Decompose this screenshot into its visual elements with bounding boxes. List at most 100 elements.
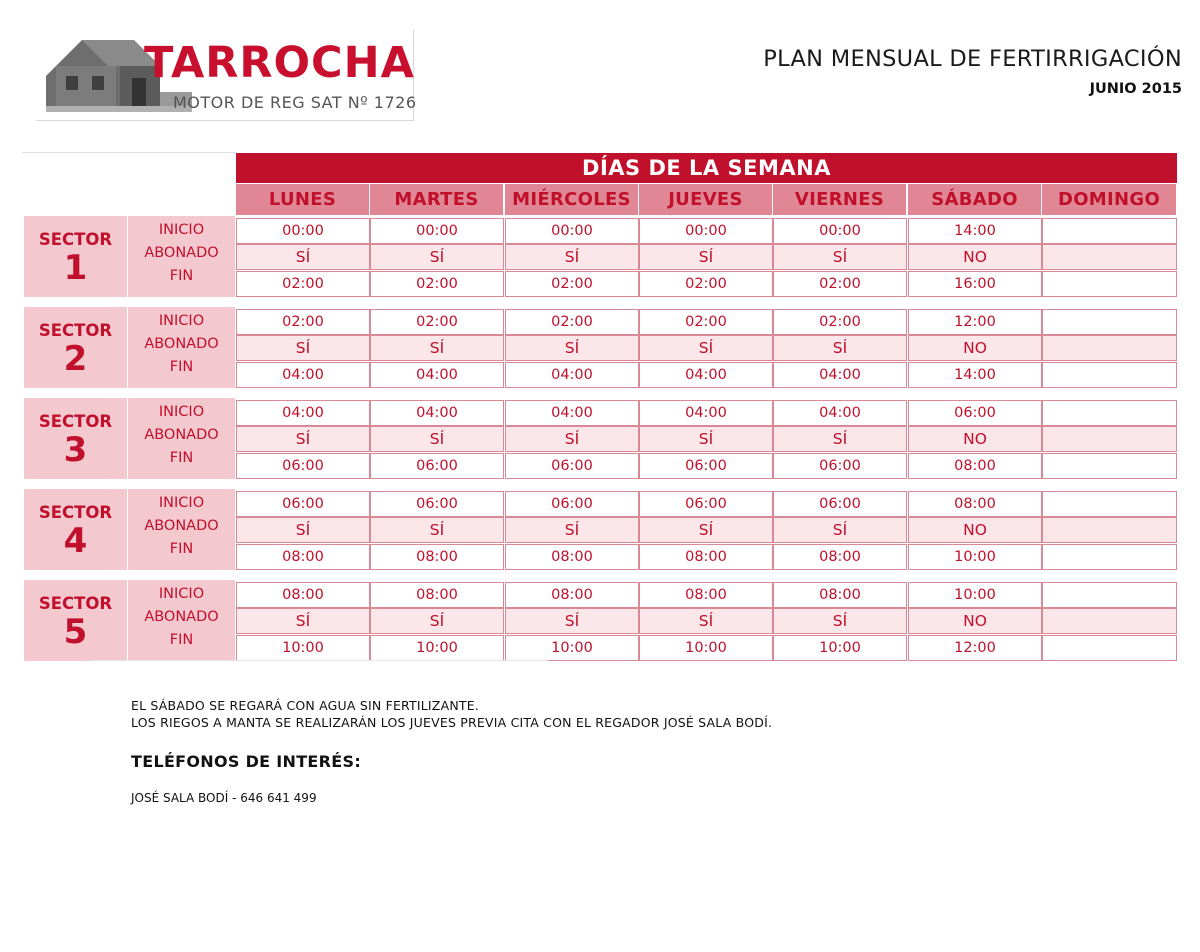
cell-abonado: SÍ <box>639 608 773 634</box>
day-header: MARTES <box>370 184 503 215</box>
row-label-inicio: INICIO <box>158 404 205 420</box>
cell-inicio: 00:00 <box>236 218 370 244</box>
sector-word: SECTOR <box>38 503 113 522</box>
cell-inicio: 08:00 <box>639 582 773 608</box>
cell-abonado: SÍ <box>773 426 907 452</box>
cell-abonado: NO <box>908 608 1042 634</box>
phones-title: TELÉFONOS DE INTERÉS: <box>131 752 362 771</box>
row-label-fin: FIN <box>169 450 194 466</box>
sector-number: 4 <box>63 521 88 561</box>
row-labels: INICIO ABONADO FIN <box>128 398 235 479</box>
cell-abonado: SÍ <box>236 608 370 634</box>
cell-fin: 02:00 <box>773 271 907 297</box>
cell-fin: 10:00 <box>370 635 504 661</box>
row-label-abonado: ABONADO <box>144 245 219 261</box>
row-label-inicio: INICIO <box>158 313 205 329</box>
row-label-inicio: INICIO <box>158 495 205 511</box>
cell-abonado: SÍ <box>370 335 504 361</box>
cell-inicio: 14:00 <box>908 218 1042 244</box>
cell-inicio: 00:00 <box>370 218 504 244</box>
day-header: VIERNES <box>773 184 906 215</box>
row-label-abonado: ABONADO <box>144 336 219 352</box>
cell-fin: 08:00 <box>639 544 773 570</box>
cell-fin: 06:00 <box>639 453 773 479</box>
cell-abonado: SÍ <box>773 335 907 361</box>
cell-inicio: 04:00 <box>505 400 639 426</box>
cell-abonado: NO <box>908 335 1042 361</box>
cell-fin <box>1042 544 1177 570</box>
day-header: SÁBADO <box>908 184 1041 215</box>
row-label-abonado: ABONADO <box>144 609 219 625</box>
sector-number: 1 <box>63 248 88 288</box>
cell-abonado: SÍ <box>639 335 773 361</box>
row-label-fin: FIN <box>169 632 194 648</box>
cell-inicio: 08:00 <box>236 582 370 608</box>
cell-abonado: SÍ <box>639 517 773 543</box>
cell-abonado: SÍ <box>505 335 639 361</box>
cell-abonado: SÍ <box>773 244 907 270</box>
cell-fin: 02:00 <box>370 271 504 297</box>
cell-inicio: 12:00 <box>908 309 1042 335</box>
sector-label: SECTOR 3 <box>24 398 127 479</box>
cell-fin: 08:00 <box>505 544 639 570</box>
cell-abonado: SÍ <box>370 244 504 270</box>
row-labels: INICIO ABONADO FIN <box>128 489 235 570</box>
cell-inicio: 08:00 <box>908 491 1042 517</box>
cell-abonado: SÍ <box>505 426 639 452</box>
cell-abonado: SÍ <box>505 608 639 634</box>
cell-fin: 06:00 <box>773 453 907 479</box>
cell-abonado: SÍ <box>639 426 773 452</box>
cell-inicio: 02:00 <box>773 309 907 335</box>
cell-fin: 08:00 <box>908 453 1042 479</box>
day-header: JUEVES <box>639 184 772 215</box>
cell-inicio: 06:00 <box>908 400 1042 426</box>
cell-abonado: SÍ <box>505 517 639 543</box>
cell-inicio: 04:00 <box>773 400 907 426</box>
cell-fin: 02:00 <box>639 271 773 297</box>
cell-abonado <box>1042 517 1177 543</box>
cell-abonado: SÍ <box>639 244 773 270</box>
row-label-inicio: INICIO <box>158 586 205 602</box>
cell-abonado: SÍ <box>773 608 907 634</box>
farmhouse-logo-image <box>46 40 192 112</box>
note-flood-irrigation: LOS RIEGOS A MANTA SE REALIZARÁN LOS JUE… <box>131 715 773 730</box>
cell-abonado: NO <box>908 426 1042 452</box>
row-label-inicio: INICIO <box>158 222 205 238</box>
row-label-abonado: ABONADO <box>144 427 219 443</box>
brand-subtitle: MOTOR DE REG SAT Nº 1726 <box>173 93 417 112</box>
cell-fin: 04:00 <box>773 362 907 388</box>
sector-word: SECTOR <box>38 321 113 340</box>
cell-inicio: 06:00 <box>505 491 639 517</box>
cell-fin <box>1042 635 1177 661</box>
phone-entry: JOSÉ SALA BODÍ - 646 641 499 <box>131 791 317 805</box>
sector-label: SECTOR 5 <box>24 580 127 661</box>
cell-inicio: 08:00 <box>370 582 504 608</box>
cell-abonado: SÍ <box>236 244 370 270</box>
cell-abonado: SÍ <box>370 608 504 634</box>
cell-inicio: 06:00 <box>639 491 773 517</box>
cell-inicio: 06:00 <box>370 491 504 517</box>
day-header: DOMINGO <box>1042 184 1176 215</box>
cell-inicio: 04:00 <box>236 400 370 426</box>
cell-inicio: 02:00 <box>505 309 639 335</box>
cell-fin: 04:00 <box>370 362 504 388</box>
cell-inicio <box>1042 309 1177 335</box>
document-title: PLAN MENSUAL DE FERTIRRIGACIÓN <box>763 46 1182 72</box>
row-labels: INICIO ABONADO FIN <box>128 216 235 297</box>
document-month: JUNIO 2015 <box>1089 81 1182 97</box>
cell-fin: 10:00 <box>773 635 907 661</box>
cell-abonado: SÍ <box>370 517 504 543</box>
cell-inicio <box>1042 491 1177 517</box>
cell-inicio <box>1042 582 1177 608</box>
table-bottom-divider <box>92 660 548 661</box>
row-label-fin: FIN <box>169 359 194 375</box>
sector-number: 3 <box>63 430 88 470</box>
cell-abonado: NO <box>908 244 1042 270</box>
cell-fin: 10:00 <box>236 635 370 661</box>
cell-inicio: 02:00 <box>639 309 773 335</box>
cell-inicio: 04:00 <box>370 400 504 426</box>
cell-inicio: 06:00 <box>773 491 907 517</box>
cell-fin <box>1042 453 1177 479</box>
cell-fin <box>1042 362 1177 388</box>
cell-fin: 14:00 <box>908 362 1042 388</box>
